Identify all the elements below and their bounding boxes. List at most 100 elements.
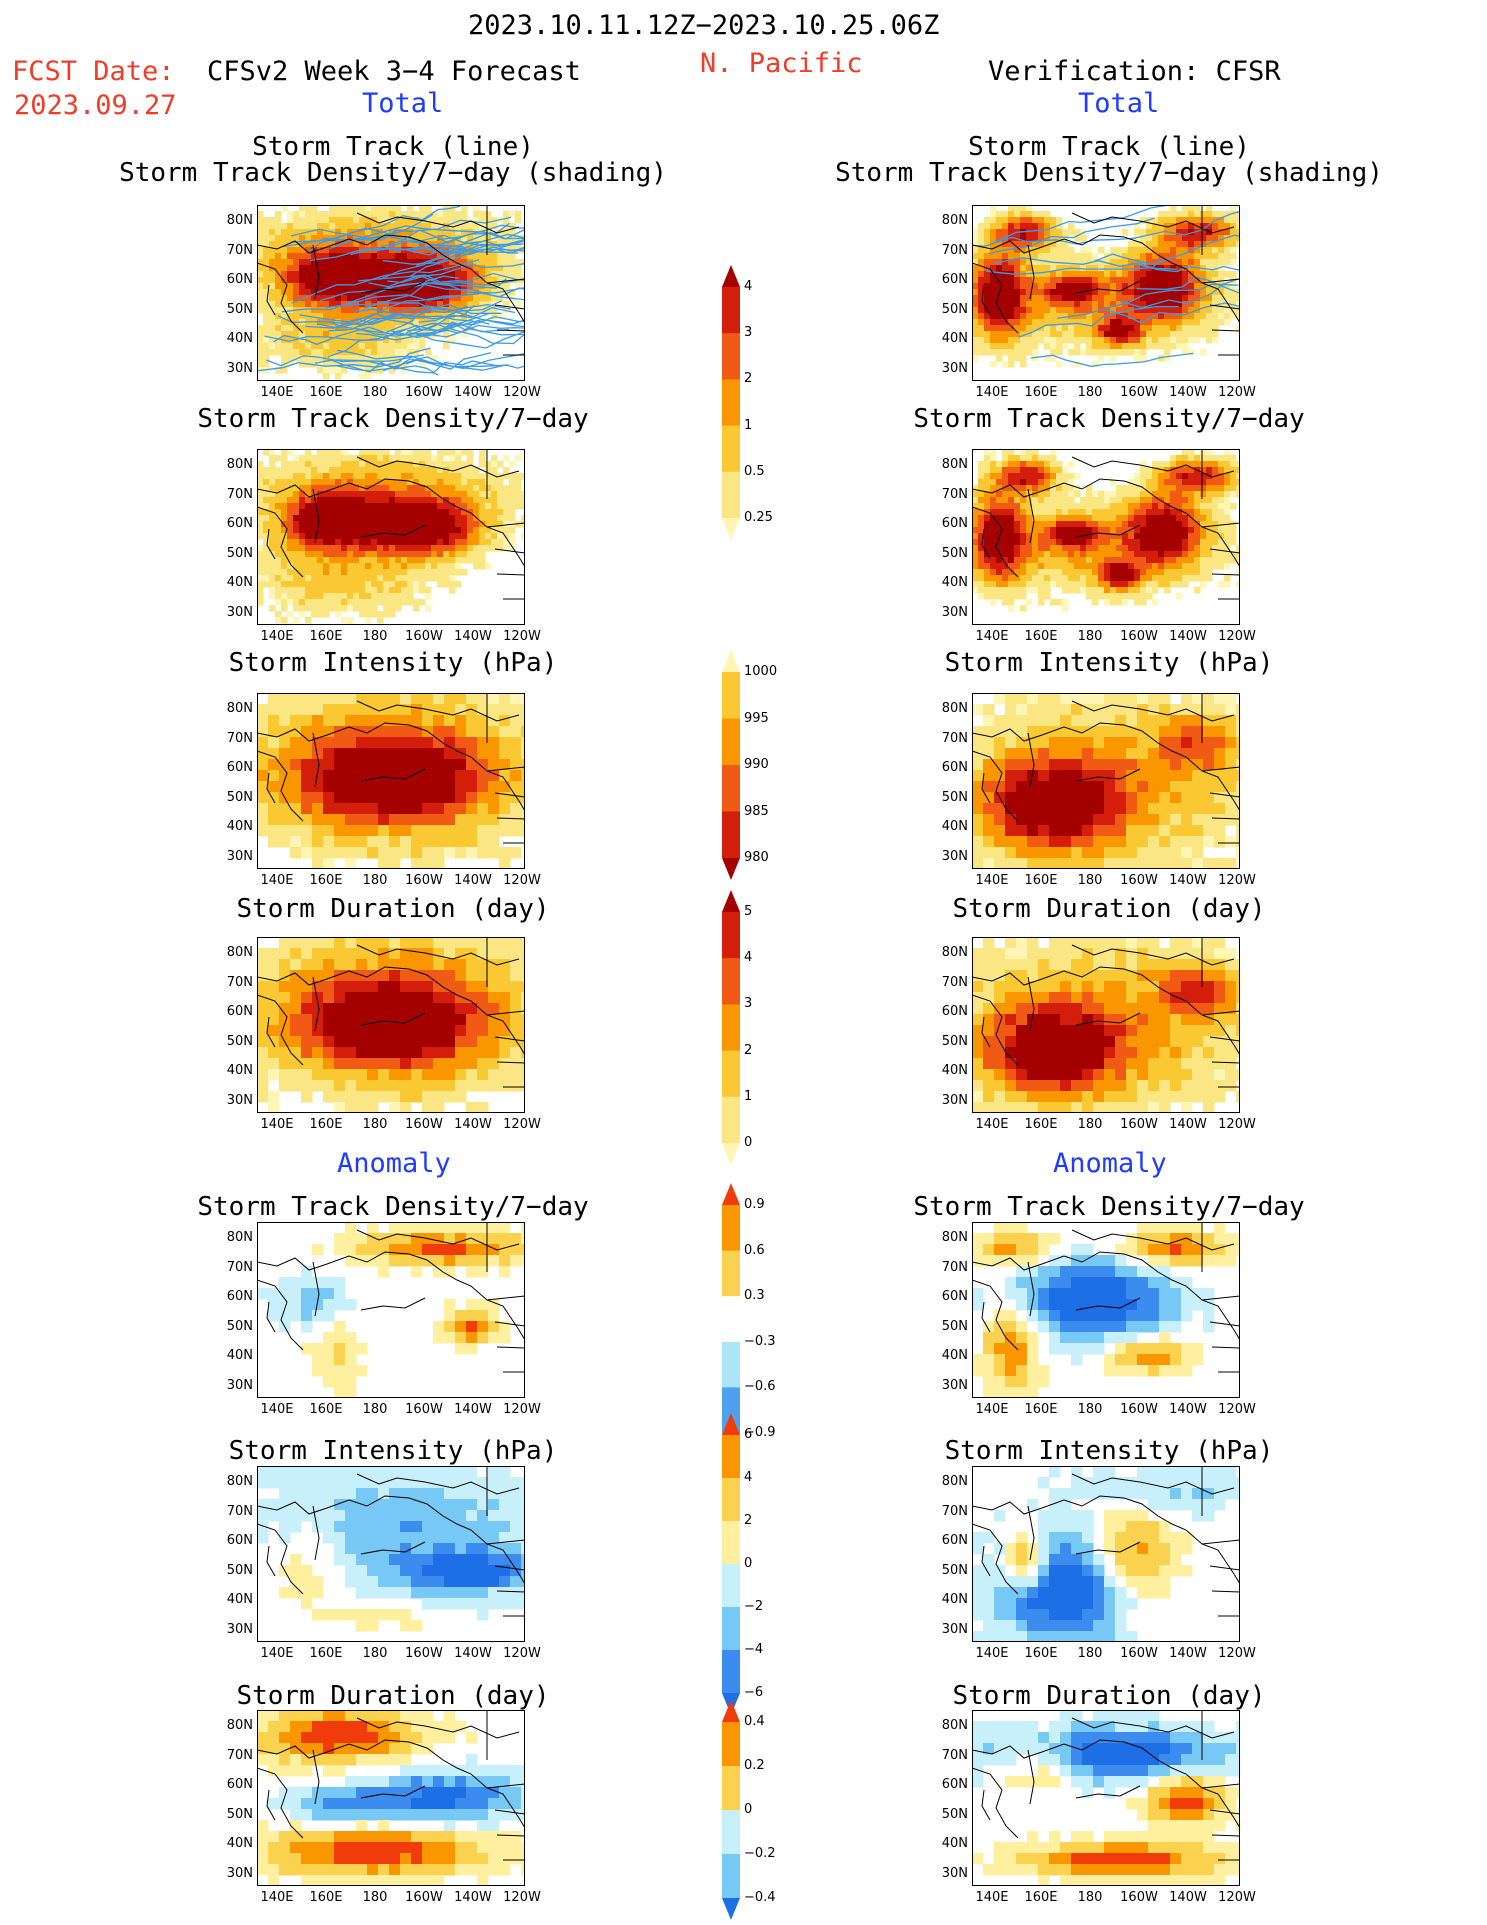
shade-cell — [1206, 515, 1213, 522]
shade-cell — [990, 205, 997, 212]
shade-cell — [1206, 223, 1213, 230]
shade-cell — [461, 461, 468, 468]
shade-cell — [1116, 527, 1123, 534]
shade-cell — [1140, 229, 1147, 236]
shade-cell — [377, 295, 384, 302]
shade-cell — [275, 217, 282, 224]
shade-cell — [317, 467, 324, 474]
shade-cell — [1092, 271, 1099, 278]
shade-cell — [1014, 575, 1021, 582]
shade-cell — [1038, 467, 1045, 474]
shade-cell — [515, 283, 522, 290]
shade-cell — [510, 737, 522, 749]
shade-cell — [334, 693, 346, 705]
shade-cell — [1071, 847, 1083, 859]
shade-cell — [473, 563, 480, 570]
shade-cell — [1056, 337, 1063, 344]
shade-cell — [1038, 295, 1045, 302]
shade-cell — [461, 223, 468, 230]
shade-cell — [1092, 527, 1099, 534]
shade-cell — [1080, 253, 1087, 260]
shade-cell — [431, 229, 438, 236]
shade-cell — [311, 497, 318, 504]
shade-cell — [257, 473, 264, 480]
shade-cell — [984, 449, 991, 456]
shade-cell — [1214, 759, 1226, 771]
shade-cell — [257, 229, 264, 236]
shade-cell — [1128, 491, 1135, 498]
lat-tick-label: 60N — [941, 760, 968, 775]
shade-cell — [335, 289, 342, 296]
shade-cell — [1181, 770, 1193, 782]
shade-cell — [1002, 301, 1009, 308]
shade-cell — [383, 467, 390, 474]
shade-cell — [335, 295, 342, 302]
shade-cell — [1086, 509, 1093, 516]
shade-cell — [1212, 271, 1219, 278]
shade-cell — [1203, 814, 1215, 826]
shade-cell — [1008, 575, 1015, 582]
shade-cell — [1170, 241, 1177, 248]
shade-cell — [1008, 503, 1015, 510]
shade-cell — [1176, 319, 1183, 326]
shade-cell — [365, 551, 372, 558]
shade-cell — [1182, 349, 1189, 356]
shade-cell — [263, 229, 270, 236]
shade-cell — [455, 814, 467, 826]
shade-cell — [383, 491, 390, 498]
shade-cell — [994, 726, 1006, 738]
shade-cell — [473, 557, 480, 564]
shade-cell — [485, 277, 492, 284]
shade-cell — [335, 491, 342, 498]
shade-cell — [1050, 509, 1057, 516]
shade-cell — [1056, 349, 1063, 356]
shade-cell — [377, 491, 384, 498]
shade-cell — [377, 461, 384, 468]
shade-cell — [293, 527, 300, 534]
shade-cell — [389, 533, 396, 540]
shade-cell — [268, 770, 280, 782]
shade-cell — [1116, 325, 1123, 332]
shade-cell — [329, 485, 336, 492]
shade-cell — [1044, 509, 1051, 516]
shade-cell — [335, 569, 342, 576]
shade-cell — [431, 259, 438, 266]
shade-cell — [1056, 521, 1063, 528]
shade-cell — [1032, 247, 1039, 254]
shade-cell — [1206, 319, 1213, 326]
shade-cell — [990, 217, 997, 224]
shade-cell — [488, 715, 500, 727]
shade-cell — [1164, 283, 1171, 290]
shade-cell — [455, 737, 467, 749]
shade-cell — [984, 473, 991, 480]
shade-cell — [299, 515, 306, 522]
map-frame — [257, 449, 525, 625]
shade-cell — [389, 599, 396, 606]
storm-track-line — [434, 233, 525, 251]
lon-tick-label: 160W — [405, 629, 443, 644]
shade-cell — [455, 223, 462, 230]
shade-cell — [401, 491, 408, 498]
shade-cell — [407, 455, 414, 462]
shade-cell — [1194, 271, 1201, 278]
shade-cell — [1044, 551, 1051, 558]
shade-cell — [497, 313, 504, 320]
shade-cell — [323, 737, 335, 749]
shade-cell — [1225, 858, 1237, 869]
shade-cell — [1192, 847, 1204, 859]
shade-cell — [983, 781, 995, 793]
shade-cell — [413, 301, 420, 308]
shade-cell — [275, 515, 282, 522]
shade-cell — [383, 521, 390, 528]
shade-cell — [293, 235, 300, 242]
shade-cell — [1116, 349, 1123, 356]
shade-cell — [431, 211, 438, 218]
shade-cell — [1181, 737, 1193, 749]
shade-cell — [347, 265, 354, 272]
shade-cell — [1158, 491, 1165, 498]
shade-cell — [1068, 479, 1075, 486]
shade-cell — [1082, 847, 1094, 859]
shade-cell — [1134, 271, 1141, 278]
shade-cell — [1060, 836, 1072, 848]
shade-cell — [990, 223, 997, 230]
